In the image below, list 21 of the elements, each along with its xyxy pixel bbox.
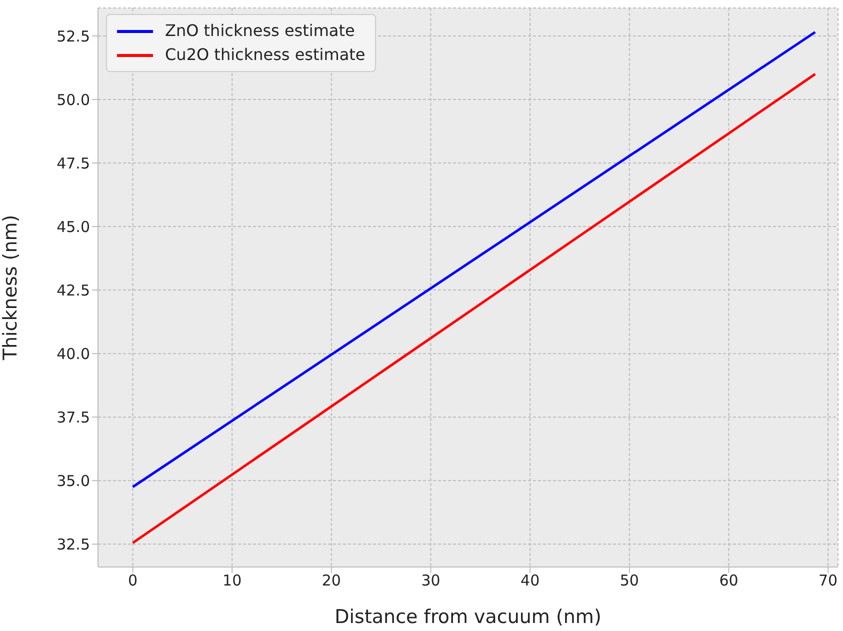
y-tick-label: 37.5 [56,408,90,426]
legend-label: ZnO thickness estimate [165,20,355,42]
legend-label: Cu2O thickness estimate [165,44,366,66]
x-tick-label: 30 [421,572,440,590]
y-tick-label: 35.0 [56,472,90,490]
y-tick-label: 47.5 [56,154,90,172]
y-tick-label: 52.5 [56,27,90,46]
x-tick-label: 40 [520,572,540,590]
y-tick-label: 50.0 [56,90,90,109]
x-tick-label: 20 [322,572,341,590]
x-tick-label: 60 [719,572,738,590]
y-tick-label: 40.0 [56,344,90,363]
y-tick-label: 32.5 [56,535,90,554]
x-tick-label: 70 [818,572,838,590]
x-tick-label: 0 [128,572,138,590]
x-axis-title: Distance from vacuum (nm) [334,606,602,628]
y-tick-label: 42.5 [56,281,90,300]
x-tick-label: 10 [222,572,242,590]
y-tick-label: 45.0 [56,218,90,236]
x-tick-label: 50 [620,572,639,590]
y-axis-title: Thickness (nm) [0,214,22,362]
